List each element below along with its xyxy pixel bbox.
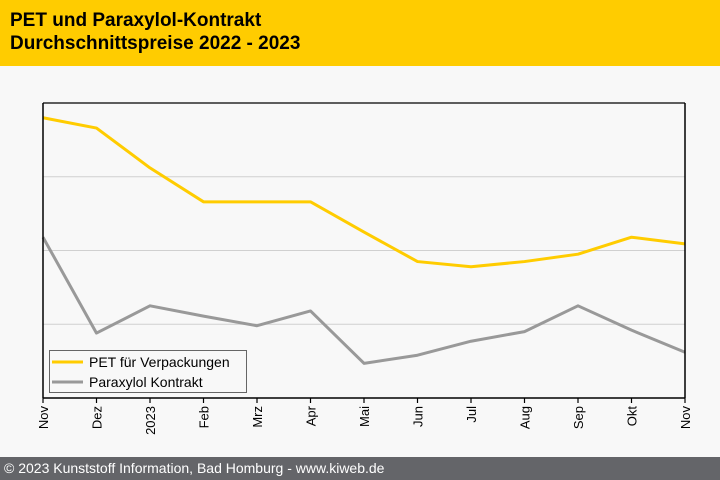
legend-label-pet: PET für Verpackungen	[89, 354, 230, 370]
title-line-2: Durchschnittspreise 2022 - 2023	[10, 33, 301, 54]
copyright-text: © 2023 Kunststoff Information, Bad Hombu…	[4, 460, 385, 476]
x-tick-label: Dez	[90, 406, 105, 429]
x-tick-label: Okt	[625, 406, 640, 427]
x-tick-label: Feb	[197, 406, 212, 428]
x-tick-label: Nov	[36, 406, 51, 430]
x-tick-label: Mrz	[250, 406, 265, 428]
x-tick-label: Mai	[357, 406, 372, 427]
x-tick-label: Jun	[411, 406, 426, 427]
title-line-1: PET und Paraxylol-Kontrakt	[10, 10, 262, 31]
x-tick-label: Sep	[571, 406, 586, 429]
line-chart: Nov Dez 2023 Feb Mrz Apr Mai Jun Jul Aug Sep Okt Nov…	[36, 102, 693, 435]
x-tick-label: Nov	[678, 406, 693, 430]
legend: PET für Verpackungen Paraxylol Kontrakt	[49, 350, 247, 393]
x-tick-label: Jul	[464, 406, 479, 423]
footer-bar: © 2023 Kunststoff Information, Bad Hombu…	[0, 457, 720, 480]
page-title: PET und Paraxylol-Kontrakt Durchschnitts…	[10, 9, 300, 55]
legend-box	[49, 350, 247, 393]
x-tick-label: Apr	[304, 405, 319, 426]
x-tick-label: 2023	[143, 406, 158, 435]
legend-label-paraxylol: Paraxylol Kontrakt	[89, 374, 203, 390]
header-bar: PET und Paraxylol-Kontrakt Durchschnitts…	[0, 0, 720, 66]
x-tick-label: Aug	[518, 406, 533, 429]
